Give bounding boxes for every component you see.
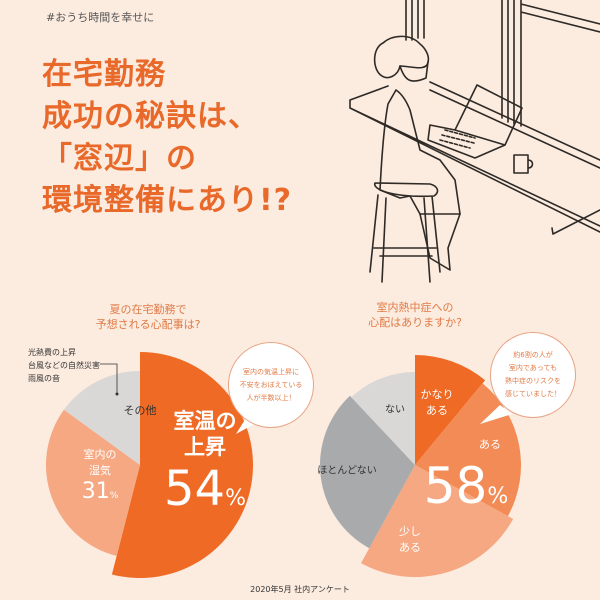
callout-line: 感じていました！ bbox=[505, 390, 561, 398]
slice-label-temperature: 室温の上昇 54% bbox=[164, 408, 246, 528]
person-hair bbox=[373, 35, 430, 79]
chart2-title-line: 心配はありますか? bbox=[368, 316, 462, 329]
pie2-slice bbox=[361, 465, 514, 577]
callout-line: 人が半数以上！ bbox=[246, 393, 296, 402]
temperature-label: 室温の上昇 bbox=[173, 409, 237, 459]
chart2-title-line: 室内熱中症への bbox=[376, 301, 454, 314]
unit: % bbox=[109, 491, 119, 501]
headline-line: 「窓辺」の bbox=[42, 141, 197, 176]
callout-line: 不安をおぼえている bbox=[239, 380, 303, 389]
chart2-title: 室内熱中症への 心配はありますか? bbox=[315, 300, 515, 330]
little-label: 少しある bbox=[399, 525, 421, 554]
headline-line: 環境整備にあり!? bbox=[42, 183, 293, 218]
headline-line: 在宅勤務 bbox=[42, 57, 166, 92]
person-face bbox=[399, 61, 429, 82]
other-note-item: 台風などの自然災害 bbox=[28, 361, 100, 370]
callout-line: 熱中症のリスクを bbox=[505, 377, 561, 385]
slice-label-yes: ある bbox=[479, 438, 501, 451]
pie1-slice bbox=[111, 352, 254, 578]
laptop-keys bbox=[439, 129, 476, 149]
callout-line: 室内であっても bbox=[508, 364, 558, 372]
chart1-title-line: 予想される心配事は? bbox=[95, 318, 201, 331]
callout-bubble-1: 室内の気温上昇に 不安をおぼえている 人が半数以上！ bbox=[228, 342, 314, 428]
callout-tail bbox=[480, 405, 512, 424]
unit: % bbox=[225, 486, 246, 511]
other-note-item: 光熱費の上昇 bbox=[28, 348, 76, 357]
pie2-slice bbox=[319, 395, 415, 549]
combined-value: 58% bbox=[424, 457, 509, 515]
person-legs bbox=[419, 213, 461, 271]
pie2-slice bbox=[351, 372, 415, 465]
callout-line: 室内の気温上昇に bbox=[243, 367, 299, 376]
slice-label-hardly: ほとんどない bbox=[317, 465, 377, 477]
headline-line: 成功の秘訣は、 bbox=[42, 99, 259, 134]
window-frame-right bbox=[501, 0, 600, 127]
pie2-slice bbox=[415, 355, 486, 465]
temperature-value: 54 bbox=[164, 461, 226, 517]
chart1-title: 夏の在宅勤務で 予想される心配事は? bbox=[48, 302, 248, 332]
callout-bubble-2: 約6割の人が 室内であっても 熱中症のリスクを 感じていました！ bbox=[490, 332, 576, 418]
window-frame-left bbox=[405, 0, 425, 41]
other-note-item: 雨風の音 bbox=[28, 374, 60, 383]
stool bbox=[369, 182, 441, 283]
headline: 在宅勤務 成功の秘訣は、 「窓辺」の 環境整備にあり!? bbox=[42, 54, 292, 222]
laptop bbox=[427, 84, 523, 159]
pie1-slice bbox=[63, 371, 140, 465]
humidity-label: 室内の湿気 bbox=[83, 448, 117, 477]
footer-source: 2020年5月 社内アンケート bbox=[250, 585, 350, 594]
person-body bbox=[379, 89, 461, 215]
other-note: 光熱費の上昇 台風などの自然災害 雨風の音 bbox=[28, 346, 100, 385]
slice-label-humidity: 室内の湿気 31% bbox=[82, 447, 119, 509]
slice-label-little: 少しある bbox=[399, 524, 421, 556]
chart1-title-line: 夏の在宅勤務で bbox=[109, 303, 187, 316]
hashtag: #おうち時間を幸せに bbox=[46, 11, 155, 24]
unit: % bbox=[487, 484, 509, 509]
slice-label-other: その他 bbox=[123, 404, 157, 417]
humidity-value: 31 bbox=[81, 479, 110, 504]
slice-label-very: かなりある bbox=[421, 387, 454, 419]
window-counter bbox=[349, 81, 600, 235]
combined-value-number: 58 bbox=[423, 457, 488, 515]
very-label: かなりある bbox=[420, 388, 454, 417]
callout-line: 約6割の人が bbox=[513, 351, 553, 359]
pie1-slice bbox=[46, 409, 141, 557]
slice-label-no: ない bbox=[385, 404, 405, 416]
mug bbox=[513, 154, 534, 174]
